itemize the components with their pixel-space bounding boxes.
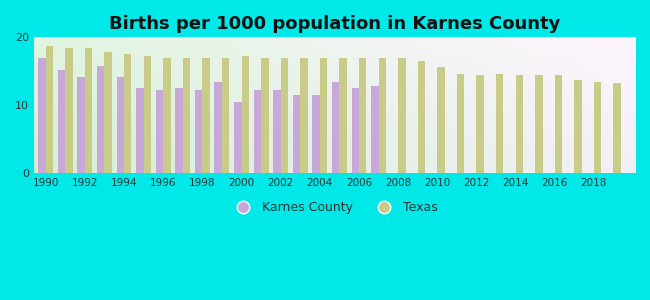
Bar bbox=[261, 58, 268, 173]
Bar bbox=[85, 47, 92, 173]
Bar bbox=[371, 86, 378, 173]
Bar bbox=[418, 61, 425, 173]
Bar bbox=[281, 58, 288, 173]
Bar bbox=[292, 95, 300, 173]
Bar bbox=[594, 82, 601, 173]
Title: Births per 1000 population in Karnes County: Births per 1000 population in Karnes Cou… bbox=[109, 15, 560, 33]
Bar bbox=[234, 102, 242, 173]
Bar bbox=[476, 75, 484, 173]
Bar bbox=[242, 56, 249, 173]
Bar bbox=[183, 58, 190, 173]
Bar bbox=[515, 75, 523, 173]
Bar bbox=[332, 82, 339, 173]
Legend: Karnes County, Texas: Karnes County, Texas bbox=[226, 196, 443, 219]
Bar bbox=[222, 58, 229, 173]
Bar bbox=[214, 82, 222, 173]
Bar bbox=[124, 54, 131, 173]
Bar bbox=[163, 58, 171, 173]
Bar bbox=[300, 58, 307, 173]
Bar bbox=[320, 58, 327, 173]
Bar bbox=[339, 58, 347, 173]
Bar bbox=[176, 88, 183, 173]
Bar bbox=[58, 70, 65, 173]
Bar bbox=[195, 90, 202, 173]
Bar bbox=[254, 90, 261, 173]
Bar bbox=[359, 58, 367, 173]
Bar bbox=[535, 75, 543, 173]
Bar bbox=[46, 46, 53, 173]
Bar bbox=[156, 90, 163, 173]
Bar bbox=[116, 77, 124, 173]
Bar bbox=[437, 67, 445, 173]
Bar bbox=[352, 88, 359, 173]
Bar bbox=[398, 58, 406, 173]
Bar bbox=[65, 47, 73, 173]
Bar bbox=[202, 58, 210, 173]
Bar bbox=[457, 74, 464, 173]
Bar bbox=[313, 95, 320, 173]
Bar bbox=[77, 77, 85, 173]
Bar bbox=[614, 83, 621, 173]
Bar bbox=[38, 58, 46, 173]
Bar bbox=[378, 58, 386, 173]
Bar bbox=[273, 90, 281, 173]
Bar bbox=[575, 80, 582, 173]
Bar bbox=[554, 76, 562, 173]
Bar bbox=[97, 66, 105, 173]
Bar bbox=[136, 88, 144, 173]
Bar bbox=[144, 56, 151, 173]
Bar bbox=[105, 52, 112, 173]
Bar bbox=[496, 74, 504, 173]
